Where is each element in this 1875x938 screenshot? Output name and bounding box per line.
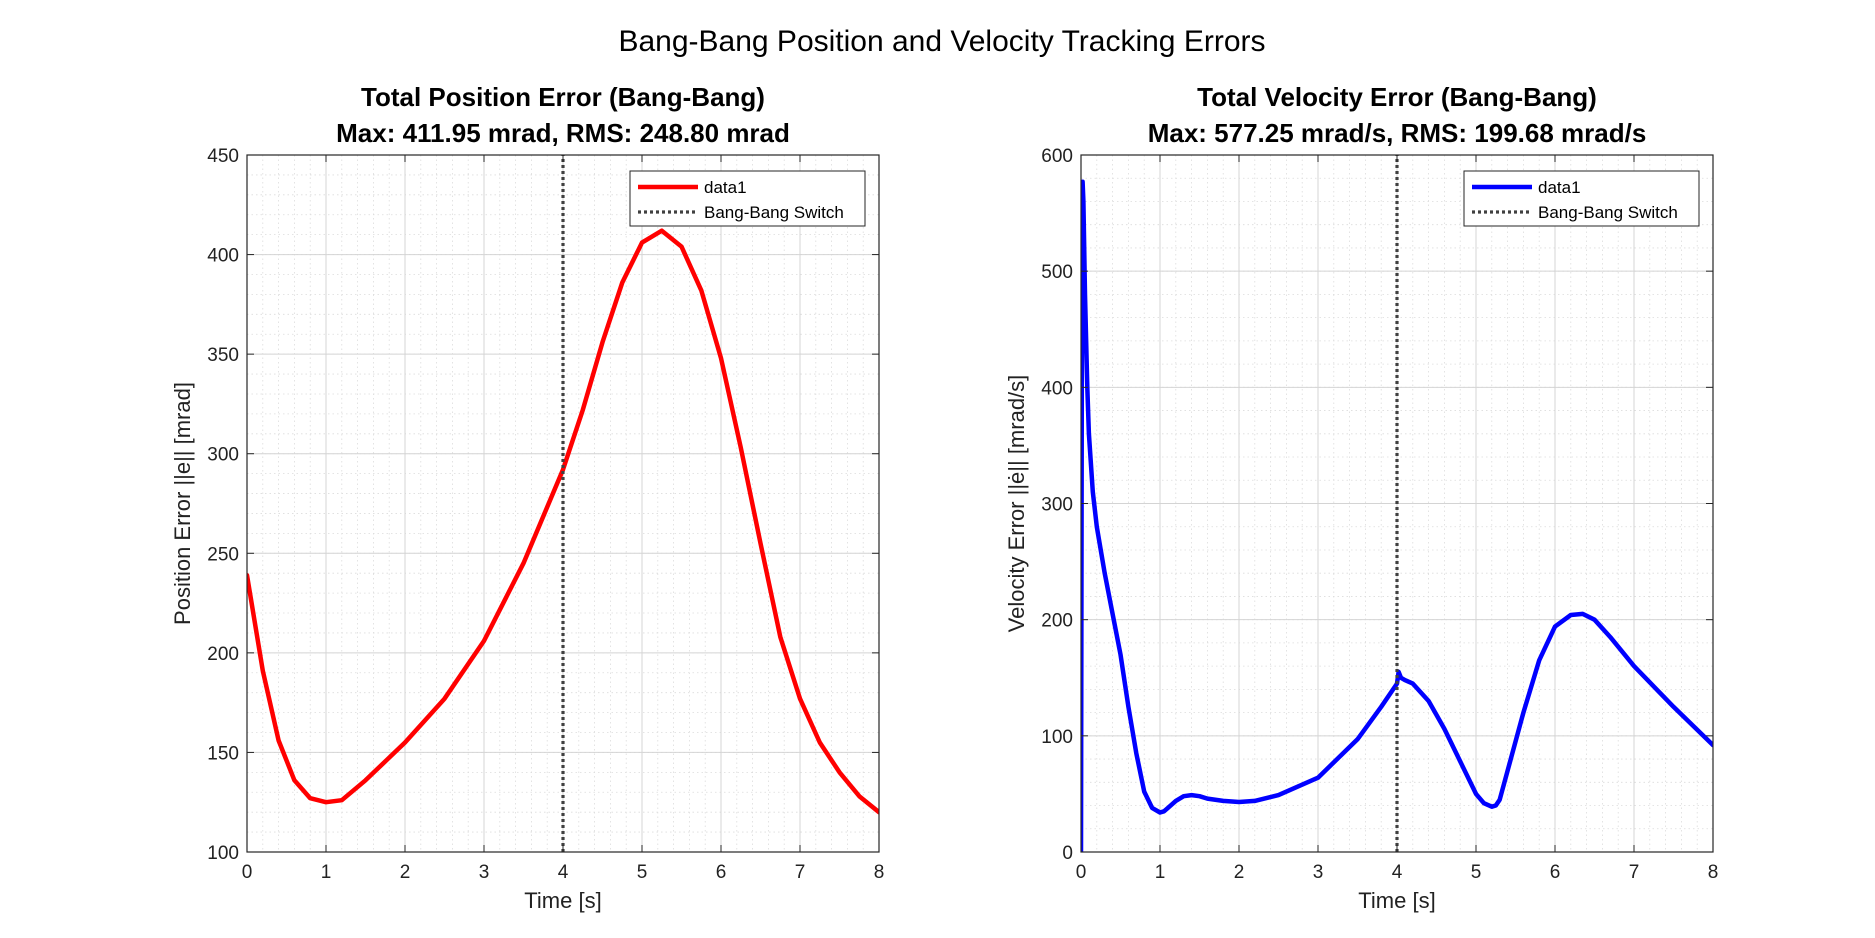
- y-tick-label: 450: [207, 146, 239, 167]
- x-tick-label: 7: [1629, 862, 1640, 883]
- chart-title: Total Velocity Error (Bang-Bang): [1197, 82, 1597, 112]
- x-axis-label: Time [s]: [524, 888, 601, 913]
- x-tick-label: 8: [874, 862, 885, 883]
- position-error-chart: 0 1 2 3 4 5 6 7 8 100 150 200 250 300 350 400 450 Total P…: [170, 82, 884, 913]
- x-tick-label: 6: [1550, 862, 1561, 883]
- x-tick-label: 3: [479, 862, 490, 883]
- y-tick-label: 300: [207, 445, 239, 466]
- x-tick-label: 2: [1234, 862, 1245, 883]
- x-tick-label: 4: [558, 862, 569, 883]
- x-tick-label: 4: [1392, 862, 1403, 883]
- y-tick-label: 100: [1041, 727, 1073, 748]
- x-tick-label: 5: [637, 862, 648, 883]
- chart-title: Total Position Error (Bang-Bang): [361, 82, 765, 112]
- y-tick-label: 200: [1041, 611, 1073, 632]
- series-line: [1081, 179, 1713, 852]
- y-tick-label: 500: [1041, 262, 1073, 283]
- legend-label: Bang-Bang Switch: [1538, 203, 1678, 222]
- y-tick-label: 300: [1041, 495, 1073, 516]
- y-axis-label: Velocity Error ||ė|| [mrad/s]: [1004, 375, 1029, 633]
- y-tick-label: 600: [1041, 146, 1073, 167]
- figure-suptitle: Bang-Bang Position and Velocity Tracking…: [618, 25, 1265, 58]
- series-line: [247, 228, 879, 815]
- y-tick-label: 150: [207, 743, 239, 764]
- legend-box: [629, 170, 866, 227]
- y-tick-label: 400: [1041, 378, 1073, 399]
- x-tick-label: 3: [1313, 862, 1324, 883]
- y-tick-label: 200: [207, 644, 239, 665]
- x-axis-label: Time [s]: [1358, 888, 1435, 913]
- y-tick-label: 350: [207, 345, 239, 366]
- x-tick-label: 0: [242, 862, 253, 883]
- y-axis-label: Position Error ||e|| [mrad]: [170, 382, 195, 625]
- velocity-error-chart: 0 1 2 3 4 5 6 7 8 0 100 200 300 400 500 600 Total Veloci…: [1004, 82, 1718, 913]
- y-tick-label: 0: [1062, 843, 1073, 864]
- x-tick-label: 2: [400, 862, 411, 883]
- chart-subtitle: Max: 577.25 mrad/s, RMS: 199.68 mrad/s: [1148, 118, 1647, 148]
- x-tick-label: 1: [1155, 862, 1166, 883]
- legend-box: [1463, 170, 1700, 227]
- legend-label: data1: [704, 178, 747, 197]
- x-tick-label: 5: [1471, 862, 1482, 883]
- y-tick-label: 400: [207, 246, 239, 267]
- x-tick-label: 0: [1076, 862, 1087, 883]
- x-tick-label: 1: [321, 862, 332, 883]
- legend-label: Bang-Bang Switch: [704, 203, 844, 222]
- y-tick-label: 100: [207, 843, 239, 864]
- x-tick-label: 8: [1708, 862, 1719, 883]
- legend-label: data1: [1538, 178, 1581, 197]
- chart-subtitle: Max: 411.95 mrad, RMS: 248.80 mrad: [336, 118, 790, 148]
- x-tick-label: 6: [716, 862, 727, 883]
- x-tick-label: 7: [795, 862, 806, 883]
- y-tick-label: 250: [207, 544, 239, 565]
